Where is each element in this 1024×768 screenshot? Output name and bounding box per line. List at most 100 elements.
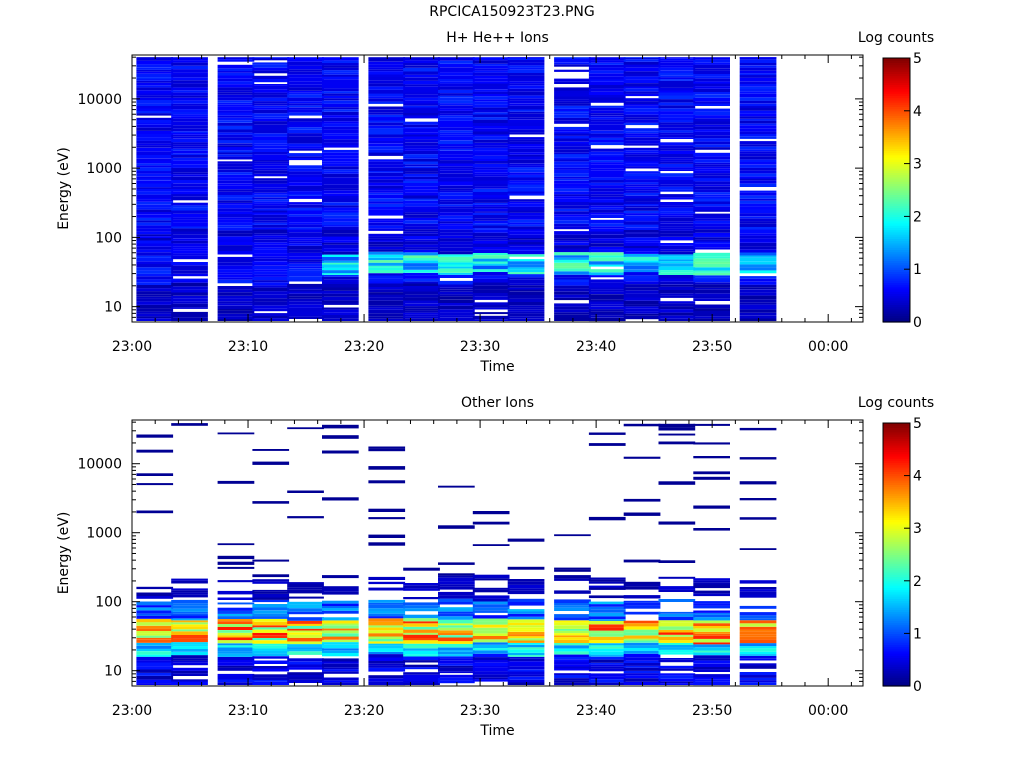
heatmap-cell [658,120,696,123]
heatmap-cell [693,667,730,670]
heatmap-cell [322,251,359,255]
heatmap-cell [136,143,174,146]
colorbar-tick-label: 5 [913,416,922,432]
heatmap-cell [368,318,406,321]
heatmap-cell [252,593,290,598]
heatmap-cell [287,625,324,629]
heatmap-cell [623,98,661,101]
heatmap-cell [739,81,777,84]
heatmap-cell [217,68,255,71]
heatmap-cell [217,319,255,321]
heatmap-cell [507,156,545,160]
heatmap-cell [507,169,545,173]
heatmap-cell [693,277,730,280]
heatmap-cell [588,188,626,192]
heatmap-cell [472,176,510,181]
heatmap-cell [171,599,208,604]
colorbar-segment [883,604,910,608]
heatmap-cell [693,213,730,216]
heatmap-cell [217,616,255,619]
heatmap-cell [623,73,661,77]
heatmap-cell [322,652,359,657]
heatmap-cell [322,161,359,164]
heatmap-cell [252,222,290,225]
heatmap-cell [403,189,440,193]
colorbar-segment [883,587,910,591]
heatmap-cell [403,626,440,630]
heatmap-cell [507,679,545,683]
heatmap-cell [588,115,626,118]
heatmap-cell [623,251,661,254]
colorbar-segment [883,58,910,61]
heatmap-cell [217,619,255,622]
heatmap-cell [588,252,626,256]
heatmap-cell [658,150,696,154]
colorbar-segment [883,214,910,217]
heatmap-cell [693,159,730,163]
heatmap-cell [171,635,208,639]
heatmap-cell [252,84,290,86]
heatmap-cell [658,681,696,684]
heatmap-cell [554,633,591,636]
heatmap-cell [623,269,661,273]
colorbar-segment [883,238,910,242]
heatmap-cell [472,255,510,259]
heatmap-cell [171,118,208,122]
heatmap-cell [693,68,730,71]
heatmap-cell [171,155,208,158]
heatmap-cell [693,256,730,259]
heatmap-cell [588,606,626,610]
heatmap-cell [403,638,440,641]
colorbar-segment [883,578,910,582]
heatmap-cell [507,75,545,79]
heatmap-cell [588,110,626,114]
heatmap-cell [368,67,406,70]
heatmap-cell [171,138,208,143]
heatmap-cell [623,131,661,134]
heatmap-cell [368,122,406,126]
heatmap-cell [136,264,174,268]
colorbar-segment [883,172,910,176]
heatmap-cell [217,71,255,73]
heatmap-cell [368,307,406,310]
heatmap-cell [588,587,626,590]
heatmap-cell [217,277,255,280]
heatmap-cell [136,676,174,680]
heatmap-cell [217,673,255,677]
heatmap-cell [252,85,290,90]
heatmap-cell [588,119,626,122]
heatmap-cell [588,304,626,307]
colorbar-segment [883,547,910,551]
heatmap-cell [287,661,324,665]
heatmap-cell [287,71,324,75]
x-tick-label: 00:00 [808,339,848,355]
heatmap-cell [171,624,208,627]
heatmap-cell [739,156,777,160]
heatmap-cell [588,294,626,297]
heatmap-cell [658,293,696,296]
heatmap-cell [368,257,406,261]
heatmap-cell [739,651,777,655]
heatmap-cell [739,218,777,222]
heatmap-cell [554,149,591,153]
colorbar-segment [883,249,910,253]
heatmap-cell [171,590,208,593]
heatmap-cell [658,213,696,216]
heatmap-cell [368,270,406,274]
heatmap-cell [554,637,591,640]
heatmap-cell [507,279,545,284]
heatmap-cell [554,154,591,158]
heatmap-cell [403,206,440,209]
heatmap-cell [588,107,626,111]
colorbar-segment [883,444,910,448]
heatmap-cell [136,236,174,238]
colorbar-tick-label: 2 [913,574,922,590]
heatmap-cell [658,683,696,685]
colorbar-segment [883,600,910,604]
heatmap-cell [623,297,661,301]
heatmap-cell [322,600,359,604]
heatmap-cell [368,101,406,104]
heatmap-cell [739,180,777,184]
heatmap-cell [507,655,545,657]
heatmap-cell [136,651,174,655]
